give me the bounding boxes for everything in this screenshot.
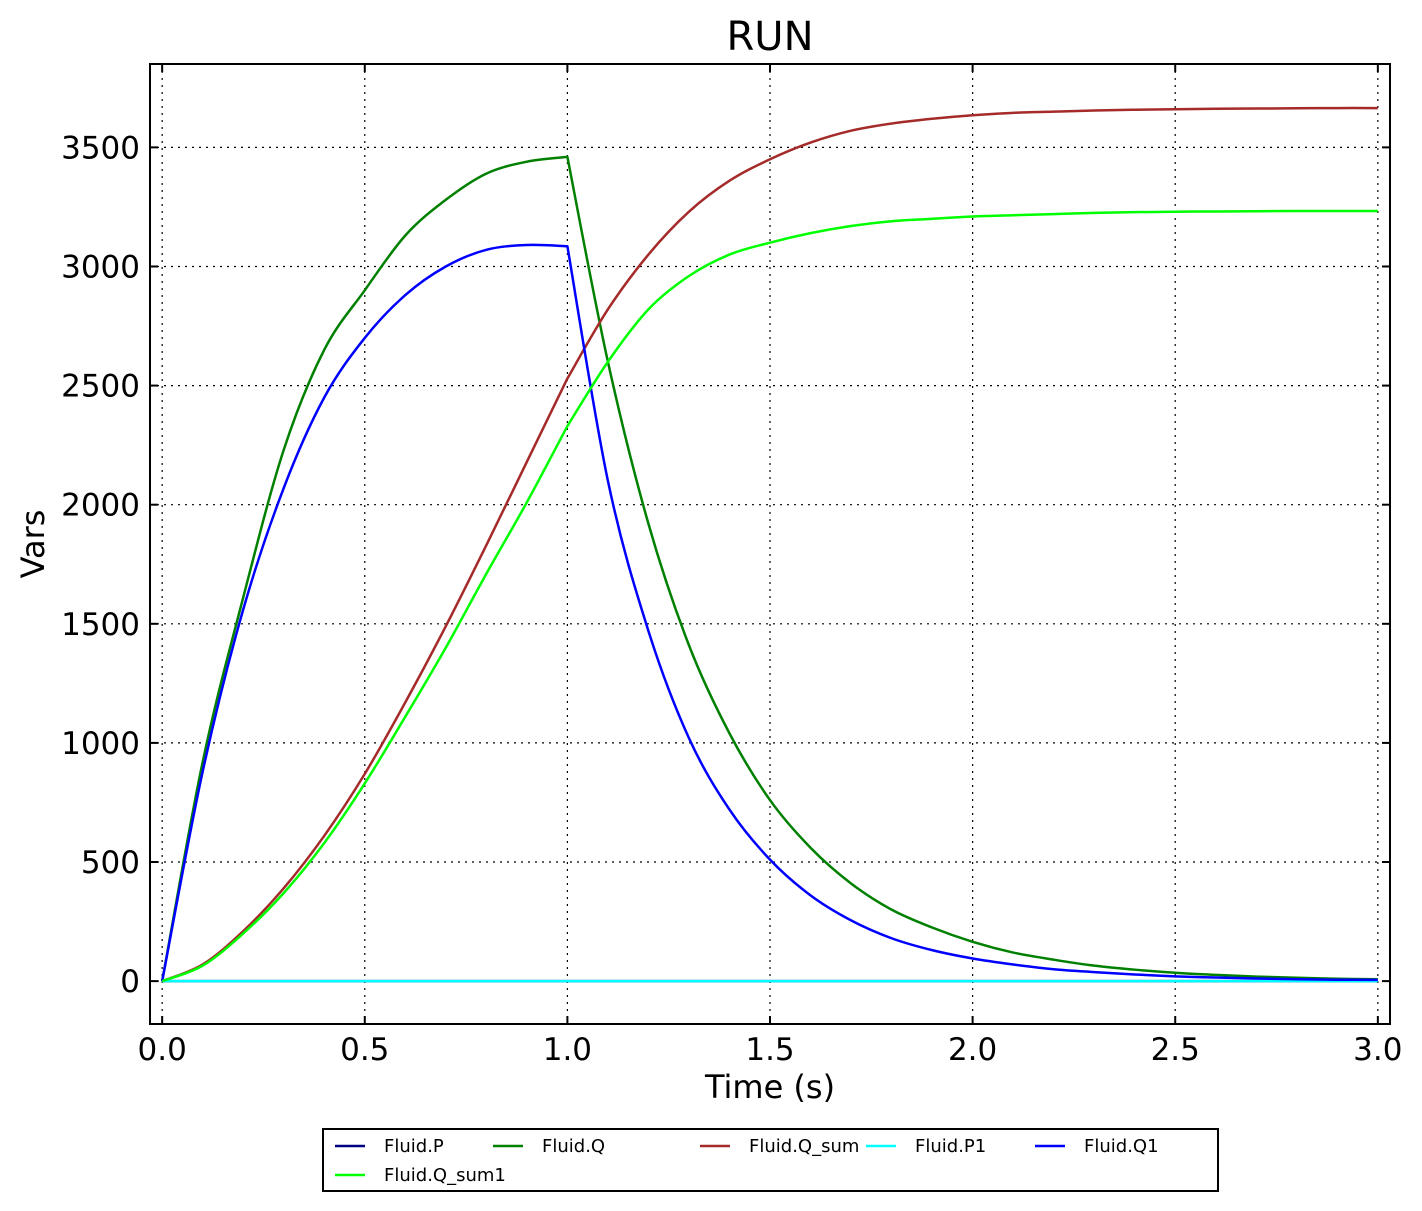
legend: Fluid.P Fluid.Q Fluid.Q_sum Fluid.P1 Fluid.Q… <box>322 1128 1219 1192</box>
y-tick-label: 3000 <box>61 249 140 285</box>
series-line-fluid-q-sum1 <box>161 209 1378 983</box>
legend-label-fluid-q1: Fluid.Q1 <box>1084 1136 1159 1157</box>
x-tick-label: 1.5 <box>745 1032 794 1068</box>
x-tick-label: 2.5 <box>1151 1032 1200 1068</box>
x-tick-label: 0.0 <box>138 1032 187 1068</box>
series-line-fluid-q1 <box>160 243 1378 982</box>
y-tick-label: 1000 <box>61 726 140 762</box>
legend-label-fluid-q-sum1: Fluid.Q_sum1 <box>384 1165 506 1186</box>
tick-labels: 0.0 0.5 1.0 1.5 2.0 2.5 3.0 0 500 1000 1500 2000 250… <box>61 130 1402 1068</box>
chart-title: RUN <box>727 14 814 60</box>
legend-label-fluid-q-sum: Fluid.Q_sum <box>749 1136 859 1157</box>
x-tick-label: 3.0 <box>1353 1032 1402 1068</box>
x-axis-label: Time (s) <box>704 1068 835 1106</box>
x-tick-label: 2.0 <box>948 1032 997 1068</box>
ticks <box>150 64 1390 1024</box>
y-tick-label: 3500 <box>61 130 140 166</box>
y-tick-label: 1500 <box>61 607 140 643</box>
plot-area <box>150 64 1390 1024</box>
x-tick-label: 1.0 <box>543 1032 592 1068</box>
x-tick-label: 0.5 <box>340 1032 389 1068</box>
y-tick-label: 0 <box>120 964 140 1000</box>
series-line-fluid-q-sum <box>161 106 1378 983</box>
grid-lines <box>150 64 1390 1024</box>
legend-label-fluid-p1: Fluid.P1 <box>915 1136 986 1157</box>
y-axis-label: Vars <box>14 510 52 579</box>
y-tick-label: 500 <box>81 845 140 881</box>
legend-label-fluid-q: Fluid.Q <box>542 1136 605 1157</box>
series-lines <box>160 106 1378 983</box>
legend-label-fluid-p: Fluid.P <box>384 1136 444 1157</box>
series-line-fluid-q <box>160 155 1378 982</box>
y-tick-label: 2500 <box>61 369 140 405</box>
legend-box <box>322 1128 1219 1192</box>
y-tick-label: 2000 <box>61 488 140 524</box>
